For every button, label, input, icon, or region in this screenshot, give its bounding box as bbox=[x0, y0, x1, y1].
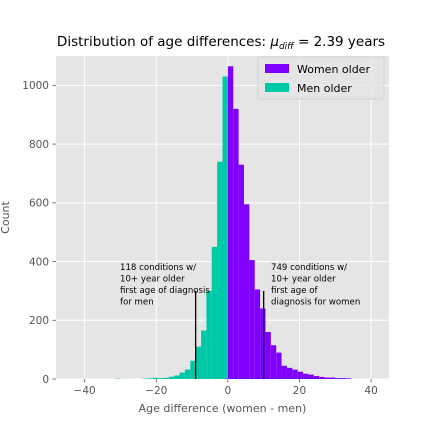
x-tick-label: 40 bbox=[364, 385, 377, 397]
annotation-text-line: diagnosis for women bbox=[271, 298, 360, 308]
y-axis-ticks: 0 200 400 600 800 1000 bbox=[22, 80, 56, 386]
bar-women-older bbox=[276, 352, 282, 379]
legend-label-women-older: Women older bbox=[297, 63, 370, 76]
bar-women-older bbox=[249, 260, 255, 379]
x-tick-label: −40 bbox=[74, 385, 96, 397]
bar-women-older bbox=[319, 376, 325, 379]
bar-women-older bbox=[329, 377, 336, 379]
bar-women-older bbox=[292, 369, 298, 379]
bar-women-older bbox=[227, 66, 234, 379]
annotation-text-line: 10+ year older bbox=[120, 275, 185, 285]
legend: Women older Men older bbox=[257, 56, 385, 100]
chart-title-suffix: = 2.39 years bbox=[294, 34, 385, 50]
y-tick-label: 1000 bbox=[22, 80, 49, 92]
bar-men-older bbox=[174, 375, 180, 379]
bar-women-older bbox=[270, 345, 277, 379]
y-tick-label: 200 bbox=[29, 315, 49, 327]
bar-men-older bbox=[158, 378, 164, 379]
chart-title: Distribution of age differences: μdiff =… bbox=[57, 34, 385, 52]
x-axis-label: Age difference (women - men) bbox=[139, 402, 307, 415]
bar-men-older bbox=[168, 376, 175, 379]
chart-title-prefix: Distribution of age differences: bbox=[57, 34, 270, 50]
chart-title-subscript: diff bbox=[279, 42, 295, 52]
bar-men-older bbox=[201, 330, 207, 379]
bar-women-older bbox=[313, 376, 320, 379]
y-tick-label: 600 bbox=[29, 198, 49, 210]
x-tick-label: 20 bbox=[293, 385, 306, 397]
annotation-text-line: 10+ year older bbox=[271, 275, 336, 285]
bar-women-older bbox=[335, 378, 341, 379]
bar-men-older bbox=[217, 161, 223, 379]
annotation-text-line: 749 conditions w/ bbox=[271, 263, 347, 273]
bar-men-older bbox=[206, 290, 212, 379]
bar-women-older bbox=[243, 204, 250, 379]
annotation-text-line: first age of diagnosis bbox=[120, 286, 210, 296]
legend-swatch-women-older bbox=[265, 64, 289, 73]
histogram-bars bbox=[115, 66, 352, 380]
bar-women-older bbox=[346, 378, 352, 379]
bar-men-older bbox=[184, 369, 191, 379]
annotation-lines bbox=[194, 290, 265, 379]
chart-title-symbol: μ bbox=[269, 34, 279, 50]
bar-men-older bbox=[163, 377, 169, 379]
legend-swatch-men-older bbox=[265, 83, 289, 92]
bar-women-older bbox=[324, 377, 330, 379]
bar-women-older bbox=[308, 374, 314, 379]
bar-women-older bbox=[254, 289, 261, 379]
bar-men-older bbox=[179, 372, 185, 379]
annotation-text-line: first age of bbox=[271, 286, 319, 296]
bar-women-older bbox=[233, 108, 239, 379]
annotation-text-line: for men bbox=[120, 298, 154, 308]
bar-women-older bbox=[265, 332, 271, 379]
bar-women-older bbox=[281, 365, 287, 379]
y-tick-label: 800 bbox=[29, 139, 49, 151]
annotation-text-line: 118 conditions w/ bbox=[120, 263, 196, 273]
bar-women-older bbox=[340, 378, 347, 379]
bar-women-older bbox=[260, 308, 266, 379]
bar-men-older bbox=[222, 76, 228, 380]
bar-women-older bbox=[238, 164, 244, 379]
bar-men-older bbox=[211, 246, 218, 379]
y-axis-label: Count bbox=[0, 200, 12, 233]
x-tick-label: −20 bbox=[145, 385, 167, 397]
bar-men-older bbox=[190, 360, 196, 379]
y-tick-label: 0 bbox=[42, 374, 49, 386]
legend-label-men-older: Men older bbox=[297, 82, 352, 95]
bar-men-older bbox=[195, 346, 202, 379]
legend-box bbox=[257, 56, 385, 100]
bar-men-older bbox=[152, 377, 159, 379]
x-tick-label: 0 bbox=[225, 385, 232, 397]
bar-women-older bbox=[297, 371, 304, 379]
bar-women-older bbox=[286, 367, 293, 379]
y-tick-label: 400 bbox=[29, 256, 49, 268]
bar-women-older bbox=[303, 373, 309, 379]
x-axis-ticks: −40 −20 0 20 40 bbox=[74, 379, 378, 397]
bar-men-older bbox=[147, 378, 153, 379]
